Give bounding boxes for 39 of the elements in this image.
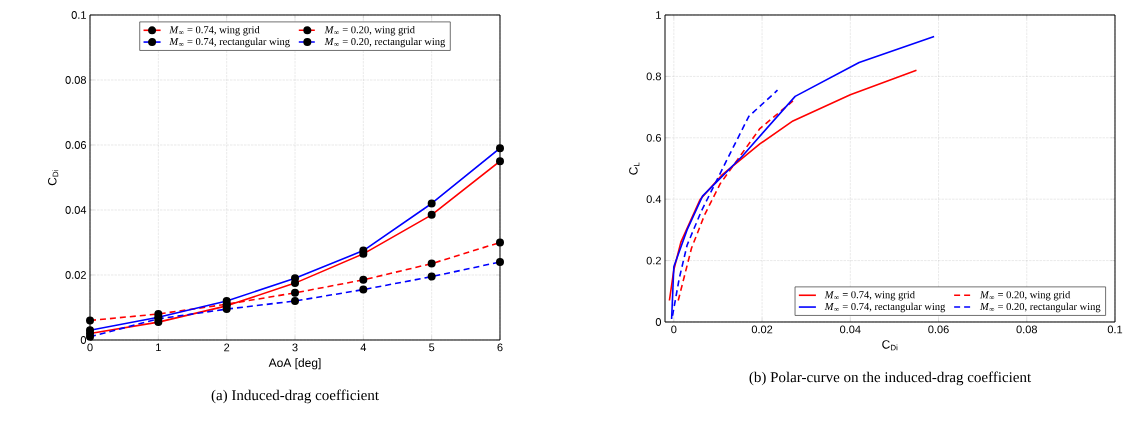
text: (a) Induced-drag coefficient (211, 389, 379, 404)
y-axis-title: C$_{Di}$ (48, 170, 59, 186)
y-tick-label: 0 (655, 318, 662, 326)
y-tick-label: 0.08 (65, 76, 86, 84)
y-tick-label: 0.6 (646, 133, 661, 142)
x-tick-label: 0.08 (1016, 325, 1037, 334)
legend-label: M$_{∞}$ = 0.20, rectangular wing (324, 37, 446, 48)
x-tick-label: 6 (497, 343, 503, 352)
x-axis-title: AoA [deg] (268, 358, 321, 370)
x-tick-label: 0.04 (840, 325, 861, 334)
x-tick-label: 4 (360, 343, 367, 352)
y-tick-label: 0 (80, 336, 87, 344)
x-tick-label: 0.06 (928, 325, 949, 334)
y-tick-label: 0.2 (646, 256, 661, 265)
x-tick-label: 0.02 (751, 325, 773, 334)
x-axis-title: C$_{Di}$ (882, 340, 898, 351)
y-tick-label: 0.4 (646, 195, 662, 204)
y-tick-label: 0.04 (65, 206, 87, 214)
y-tick-label: 0.06 (65, 141, 86, 149)
legend-label: M$_{∞}$ = 0.20, rectangular wing (979, 302, 1101, 313)
legend-label: M$_{∞}$ = 0.74, wing grid (824, 290, 915, 301)
x-tick-label: 1 (156, 343, 161, 352)
x-tick-label: 0 (671, 325, 677, 334)
legend-label: M$_{∞}$ = 0.20, wing grid (324, 25, 415, 36)
text: (b) Polar-curve on the induced-drag coefficient (749, 371, 1032, 386)
legend-label: M$_{∞}$ = 0.74, rectangular wing (824, 302, 946, 313)
x-tick-label: 5 (429, 343, 435, 352)
legend-label: M$_{∞}$ = 0.20, wing grid (979, 290, 1071, 301)
x-tick-label: 0 (87, 343, 93, 352)
legend-label: M$_{∞}$ = 0.74, wing grid (169, 25, 260, 36)
x-tick-label: 2 (224, 343, 230, 352)
x-tick-label: 3 (292, 343, 298, 352)
y-axis-title: C$_{L}$ (629, 162, 640, 175)
y-tick-label: 0.02 (65, 271, 86, 279)
y-tick-label: 0.1 (71, 11, 86, 19)
y-tick-label: 1 (656, 11, 661, 19)
y-tick-label: 0.8 (646, 72, 661, 81)
x-tick-label: 0.1 (1107, 325, 1123, 334)
legend-label: M$_{∞}$ = 0.74, rectangular wing (169, 37, 290, 48)
